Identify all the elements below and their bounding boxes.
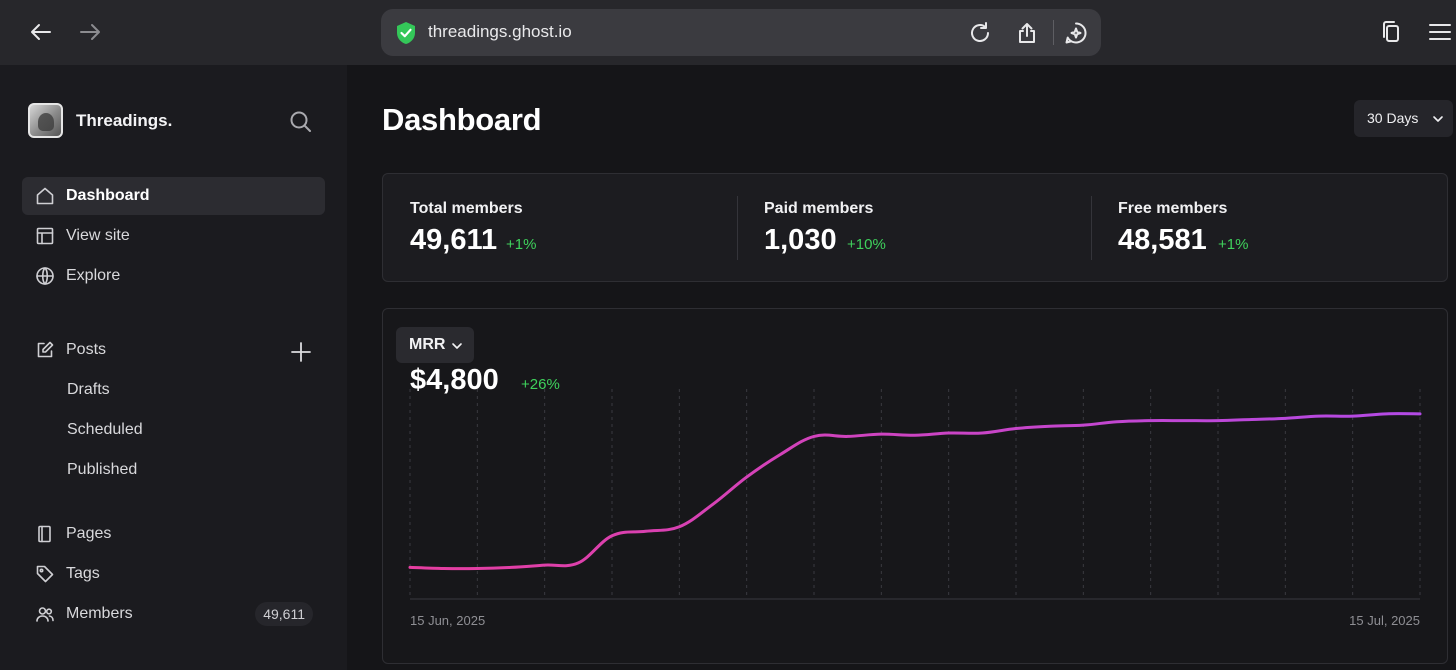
date-range-select[interactable]: 30 Days — [1354, 100, 1453, 137]
sidebar-item-label: Scheduled — [67, 421, 143, 438]
members-icon — [35, 604, 55, 624]
sidebar-item-scheduled[interactable]: Scheduled — [22, 411, 325, 449]
edit-icon — [35, 340, 55, 360]
kpi-label: Free members — [1118, 200, 1228, 217]
page-title: Dashboard — [382, 102, 542, 137]
forward-button[interactable] — [76, 18, 104, 46]
kpi-label: Total members — [410, 200, 523, 217]
sidebar-item-published[interactable]: Published — [22, 451, 325, 489]
members-count-badge: 49,611 — [255, 602, 313, 626]
date-range-value: 30 Days — [1367, 110, 1419, 126]
share-button[interactable] — [1015, 21, 1039, 45]
sidebar-item-dashboard[interactable]: Dashboard — [22, 177, 325, 215]
x-tick-label-end: 15 Jul, 2025 — [1349, 613, 1420, 628]
sidebar-item-tags[interactable]: Tags — [22, 555, 325, 593]
sidebar-item-label: Posts — [66, 341, 107, 358]
chat-sparkle-icon — [1065, 22, 1087, 44]
sidebar-item-view-site[interactable]: View site — [22, 217, 325, 255]
search-button[interactable] — [288, 109, 314, 135]
plus-icon — [291, 342, 311, 362]
sidebar-item-label: Drafts — [67, 381, 110, 398]
new-post-button[interactable] — [290, 341, 312, 363]
metric-select[interactable]: MRR — [396, 327, 474, 363]
x-tick-label-start: 15 Jun, 2025 — [410, 613, 485, 628]
hamburger-icon — [1429, 24, 1451, 40]
kpi-value: 49,611 — [410, 224, 498, 256]
sidebar-item-label: Pages — [66, 525, 112, 542]
kpi-delta: +1% — [1218, 236, 1249, 253]
kpi-free-members[interactable]: Free members 48,581 +1% — [1091, 174, 1445, 281]
menu-button[interactable] — [1427, 19, 1453, 45]
globe-icon — [35, 266, 55, 286]
sidebar-item-pages[interactable]: Pages — [22, 515, 325, 553]
sidebar-item-label: Explore — [66, 267, 121, 284]
url-text: threadings.ghost.io — [428, 22, 572, 41]
site-name[interactable]: Threadings. — [76, 111, 173, 130]
mrr-chart-card: 15 Jun, 2025 15 Jul, 2025 MRR $4,800 +26% — [382, 308, 1448, 664]
chevron-down-icon — [452, 343, 462, 349]
sidebar-item-label: Published — [67, 461, 138, 478]
tabs-button[interactable] — [1379, 19, 1405, 45]
search-icon — [290, 111, 311, 132]
tag-icon — [35, 564, 55, 584]
address-bar[interactable]: threadings.ghost.io — [381, 9, 1101, 56]
sidebar-item-label: View site — [66, 227, 130, 244]
kpi-divider — [1091, 196, 1092, 260]
layout-icon — [35, 226, 55, 246]
main-content: Dashboard 30 Days Total members 49,611 +… — [347, 65, 1456, 670]
mrr-delta: +26% — [521, 376, 560, 393]
home-icon — [35, 186, 55, 206]
secure-shield-icon — [397, 22, 415, 44]
site-avatar[interactable] — [28, 103, 63, 138]
reload-button[interactable] — [968, 21, 992, 45]
tabs-icon — [1383, 21, 1399, 42]
share-icon — [1019, 23, 1035, 43]
mrr-value: $4,800 — [410, 364, 499, 396]
kpi-delta: +10% — [847, 236, 886, 253]
sidebar-item-posts[interactable]: Posts — [22, 331, 325, 369]
kpi-value: 48,581 — [1118, 224, 1207, 256]
kpi-divider — [737, 196, 738, 260]
pages-icon — [35, 524, 55, 544]
kpi-label: Paid members — [764, 200, 874, 217]
mrr-chart[interactable]: 15 Jun, 2025 15 Jul, 2025 — [383, 309, 1449, 665]
members-kpi-card: Total members 49,611 +1% Paid members 1,… — [382, 173, 1448, 282]
chevron-down-icon — [1433, 116, 1443, 122]
sidebar: Threadings. Dashboard View site Explore … — [0, 65, 347, 670]
metric-select-value: MRR — [409, 336, 446, 353]
browser-toolbar: threadings.ghost.io — [0, 0, 1456, 65]
kpi-paid-members[interactable]: Paid members 1,030 +10% — [737, 174, 1091, 281]
address-bar-divider — [1053, 20, 1054, 45]
back-button[interactable] — [27, 18, 55, 46]
kpi-delta: +1% — [506, 236, 537, 253]
sidebar-item-explore[interactable]: Explore — [22, 257, 325, 295]
sidebar-item-label: Dashboard — [66, 187, 150, 204]
sidebar-item-label: Tags — [66, 565, 100, 582]
sidebar-item-label: Members — [66, 605, 133, 622]
reload-icon — [971, 22, 989, 42]
sidebar-item-drafts[interactable]: Drafts — [22, 371, 325, 409]
kpi-total-members[interactable]: Total members 49,611 +1% — [383, 174, 737, 281]
mrr-series-line[interactable] — [408, 412, 1422, 571]
kpi-value: 1,030 — [764, 224, 837, 256]
arrow-right-icon — [80, 24, 100, 40]
arrow-left-icon — [31, 24, 51, 40]
sidebar-item-members[interactable]: Members 49,611 — [22, 595, 325, 633]
assistant-button[interactable] — [1064, 21, 1088, 45]
